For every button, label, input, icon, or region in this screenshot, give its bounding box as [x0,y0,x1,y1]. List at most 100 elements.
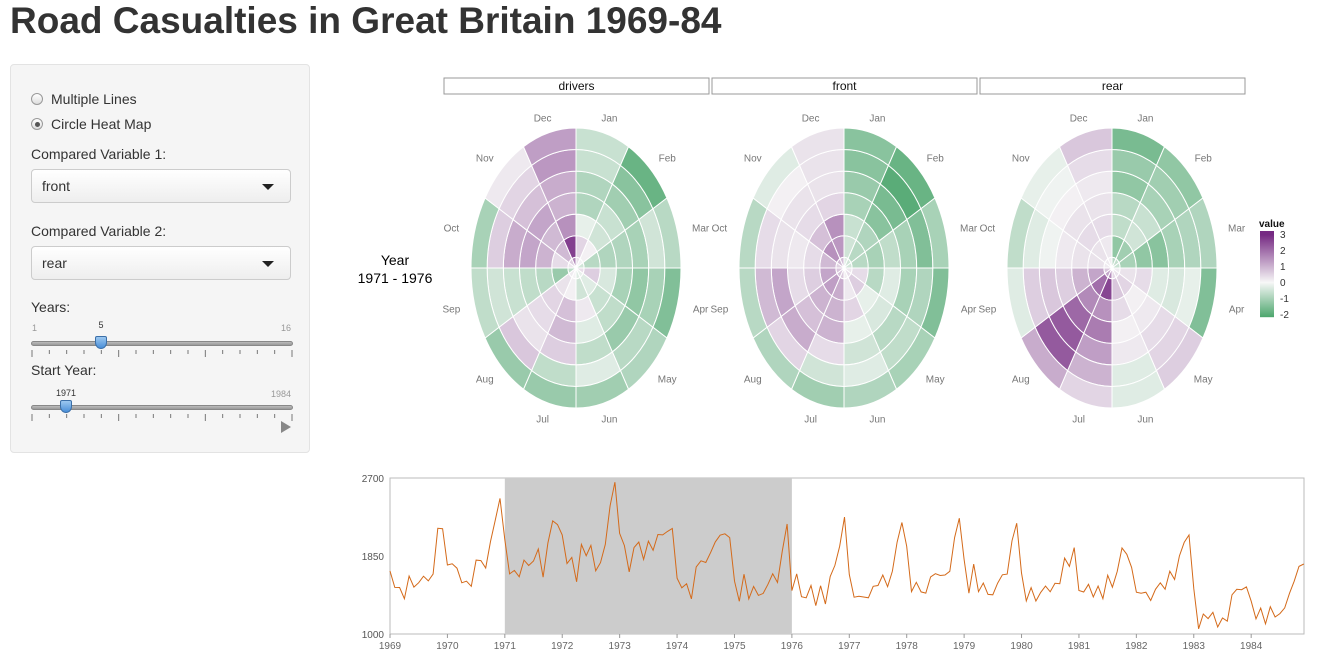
legend-swatch [1260,308,1274,310]
x-tick-label: 1975 [723,641,746,652]
legend-swatch [1260,286,1274,288]
x-tick-label: 1977 [838,641,861,652]
x-tick-label: 1972 [551,641,574,652]
legend-swatch [1260,254,1274,256]
month-label: Oct [712,224,728,235]
month-label: Sep [710,304,728,315]
legend-swatch [1260,234,1274,236]
panel-strip [979,77,1246,95]
slider-handle[interactable] [95,336,107,349]
legend-swatch [1260,257,1274,259]
legend-swatch [1260,275,1274,277]
radio-dot[interactable] [31,118,43,130]
legend-swatch [1260,303,1274,305]
legend-swatch [1260,289,1274,291]
x-tick-label: 1983 [1183,641,1206,652]
legend-swatch [1260,239,1274,241]
legend-swatch [1260,244,1274,246]
legend-swatch [1260,262,1274,264]
caret-down-icon [262,184,274,190]
legend-swatch [1260,247,1274,249]
row-label-year: Year [381,252,410,268]
slider-value: 1971 [55,388,77,398]
legend-swatch [1260,253,1274,255]
y-tick-label: 2700 [362,474,385,485]
y-tick-label: 1850 [362,552,385,563]
legend-swatch [1260,256,1274,258]
month-label: Sep [442,304,460,315]
x-tick-label: 1974 [666,641,689,652]
legend-swatch [1260,235,1274,237]
month-label: Aug [1012,374,1030,385]
legend-swatch [1260,294,1274,296]
legend-swatch [1260,264,1274,266]
month-label: Oct [444,224,460,235]
x-tick-label: 1980 [1010,641,1033,652]
slider-track[interactable] [31,405,293,410]
x-tick-label: 1976 [781,641,804,652]
month-label: Apr [1229,304,1245,315]
legend-swatch [1260,290,1274,292]
legend-swatch [1260,284,1274,286]
legend-swatch [1260,300,1274,302]
legend-swatch [1260,250,1274,252]
month-label: Dec [1070,113,1088,124]
slider-min: 1 [32,323,38,333]
legend-swatch [1260,232,1274,234]
month-label: Feb [659,154,677,165]
slider-ticks [31,414,293,421]
legend-swatch [1260,248,1274,250]
x-tick-label: 1973 [609,641,632,652]
legend-swatch [1260,261,1274,263]
sidebar-panel: Multiple Lines Circle Heat Map Compared … [10,64,310,453]
legend-swatch [1260,312,1274,314]
legend-swatch [1260,241,1274,243]
years-slider[interactable]: 1 16 5 [31,320,293,373]
month-label: Jun [1137,415,1153,426]
month-label: Apr [961,304,977,315]
legend-swatch [1260,315,1274,317]
legend-swatch [1260,298,1274,300]
legend-swatch [1260,316,1274,318]
legend-swatch [1260,271,1274,273]
radio-multiple-lines[interactable]: Multiple Lines [31,91,137,107]
legend-tick: -2 [1280,310,1289,321]
radio-label: Multiple Lines [51,91,137,107]
slider-handle[interactable] [60,400,72,413]
var2-select[interactable]: rear [31,246,291,280]
start-year-label: Start Year: [31,362,97,378]
legend-swatch [1260,278,1274,280]
legend-swatch [1260,311,1274,313]
x-tick-label: 1979 [953,641,976,652]
legend-swatch [1260,259,1274,261]
radio-dot[interactable] [31,93,43,105]
legend-swatch [1260,283,1274,285]
slider-track[interactable] [31,341,293,346]
selected-range-highlight[interactable] [504,478,792,634]
heat-cell-core [1107,256,1113,269]
slider-value: 5 [98,320,104,330]
legend-swatch [1260,267,1274,269]
legend-swatch [1260,277,1274,279]
month-label: Mar [1228,224,1246,235]
month-label: Feb [1195,154,1213,165]
heat-cell [522,127,577,167]
month-label: Jul [804,415,817,426]
legend-swatch [1260,273,1274,275]
slider-ticks [31,350,293,357]
month-label: Mar [692,224,710,235]
play-icon[interactable] [281,421,291,433]
legend-swatch [1260,282,1274,284]
legend-swatch [1260,266,1274,268]
legend-swatch [1260,268,1274,270]
start-year-slider[interactable]: 1971 1984 [31,387,293,437]
legend-swatch [1260,288,1274,290]
legend-swatch [1260,246,1274,248]
legend-swatch [1260,242,1274,244]
legend-title: value [1259,219,1285,230]
var1-select[interactable]: front [31,169,291,203]
month-label: May [926,374,945,385]
radio-circle-heat-map[interactable]: Circle Heat Map [31,116,151,132]
